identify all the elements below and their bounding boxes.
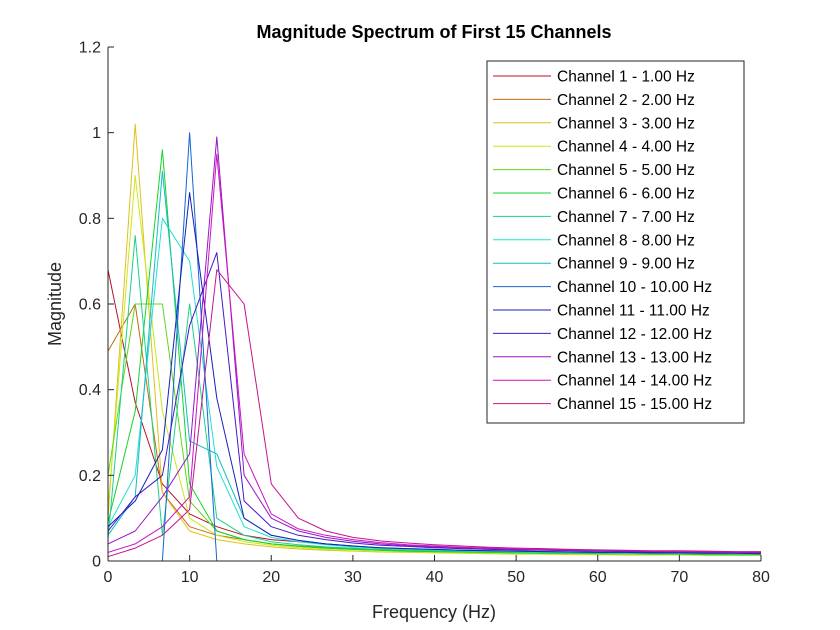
- x-tick-label: 70: [670, 569, 688, 586]
- x-tick-label: 0: [104, 569, 113, 586]
- x-tick-label: 50: [507, 569, 525, 586]
- legend-label-channel-1: Channel 1 - 1.00 Hz: [557, 69, 695, 86]
- y-tick-label: 0.2: [79, 468, 101, 485]
- legend-label-channel-15: Channel 15 - 15.00 Hz: [557, 396, 712, 413]
- series-line-channel-11: [108, 192, 761, 555]
- legend-items: Channel 1 - 1.00 Hz Channel 2 - 2.00 Hz Ch…: [493, 69, 712, 413]
- legend-label-channel-5: Channel 5 - 5.00 Hz: [557, 162, 695, 179]
- x-tick-label: 60: [589, 569, 607, 586]
- legend-label-channel-7: Channel 7 - 7.00 Hz: [557, 209, 695, 226]
- legend-label-channel-10: Channel 10 - 10.00 Hz: [557, 279, 712, 296]
- legend-label-channel-8: Channel 8 - 8.00 Hz: [557, 232, 695, 249]
- y-tick-label: 1.2: [79, 40, 101, 57]
- legend: Channel 1 - 1.00 Hz Channel 2 - 2.00 Hz Ch…: [486, 60, 745, 424]
- y-tick-label: 0.6: [79, 297, 101, 314]
- legend-label-channel-6: Channel 6 - 6.00 Hz: [557, 186, 695, 203]
- chart-title: Magnitude Spectrum of First 15 Channels: [256, 22, 611, 42]
- series-line-channel-15: [108, 269, 761, 558]
- y-tick-label: 0.4: [79, 382, 101, 399]
- legend-box: [486, 60, 745, 424]
- ticks-layer: 0 10 20 30 40 50 60 70 80 0 0.2 0.4 0.6 0.8 1 1.2: [79, 40, 770, 587]
- legend-label-channel-4: Channel 4 - 4.00 Hz: [557, 139, 695, 156]
- series-layer: [108, 123, 761, 561]
- y-tick-label: 1: [92, 125, 101, 142]
- x-tick-label: 80: [752, 569, 770, 586]
- legend-label-channel-14: Channel 14 - 14.00 Hz: [557, 373, 712, 390]
- legend-label-channel-2: Channel 2 - 2.00 Hz: [557, 92, 695, 109]
- legend-label-channel-3: Channel 3 - 3.00 Hz: [557, 115, 695, 132]
- x-tick-label: 40: [426, 569, 444, 586]
- x-axis-title: Frequency (Hz): [372, 602, 496, 622]
- x-tick-label: 10: [181, 569, 199, 586]
- legend-label-channel-11: Channel 11 - 11.00 Hz: [557, 303, 710, 320]
- legend-label-channel-12: Channel 12 - 12.00 Hz: [557, 326, 712, 343]
- series-line-channel-6: [108, 149, 761, 556]
- legend-label-channel-13: Channel 13 - 13.00 Hz: [557, 349, 712, 366]
- y-tick-label: 0.8: [79, 211, 101, 228]
- series-line-channel-4: [108, 175, 761, 556]
- y-axis-title: Magnitude: [45, 262, 65, 346]
- x-tick-label: 30: [344, 569, 362, 586]
- y-tick-label: 0: [92, 554, 101, 571]
- x-tick-label: 20: [262, 569, 280, 586]
- legend-label-channel-9: Channel 9 - 9.00 Hz: [557, 256, 695, 273]
